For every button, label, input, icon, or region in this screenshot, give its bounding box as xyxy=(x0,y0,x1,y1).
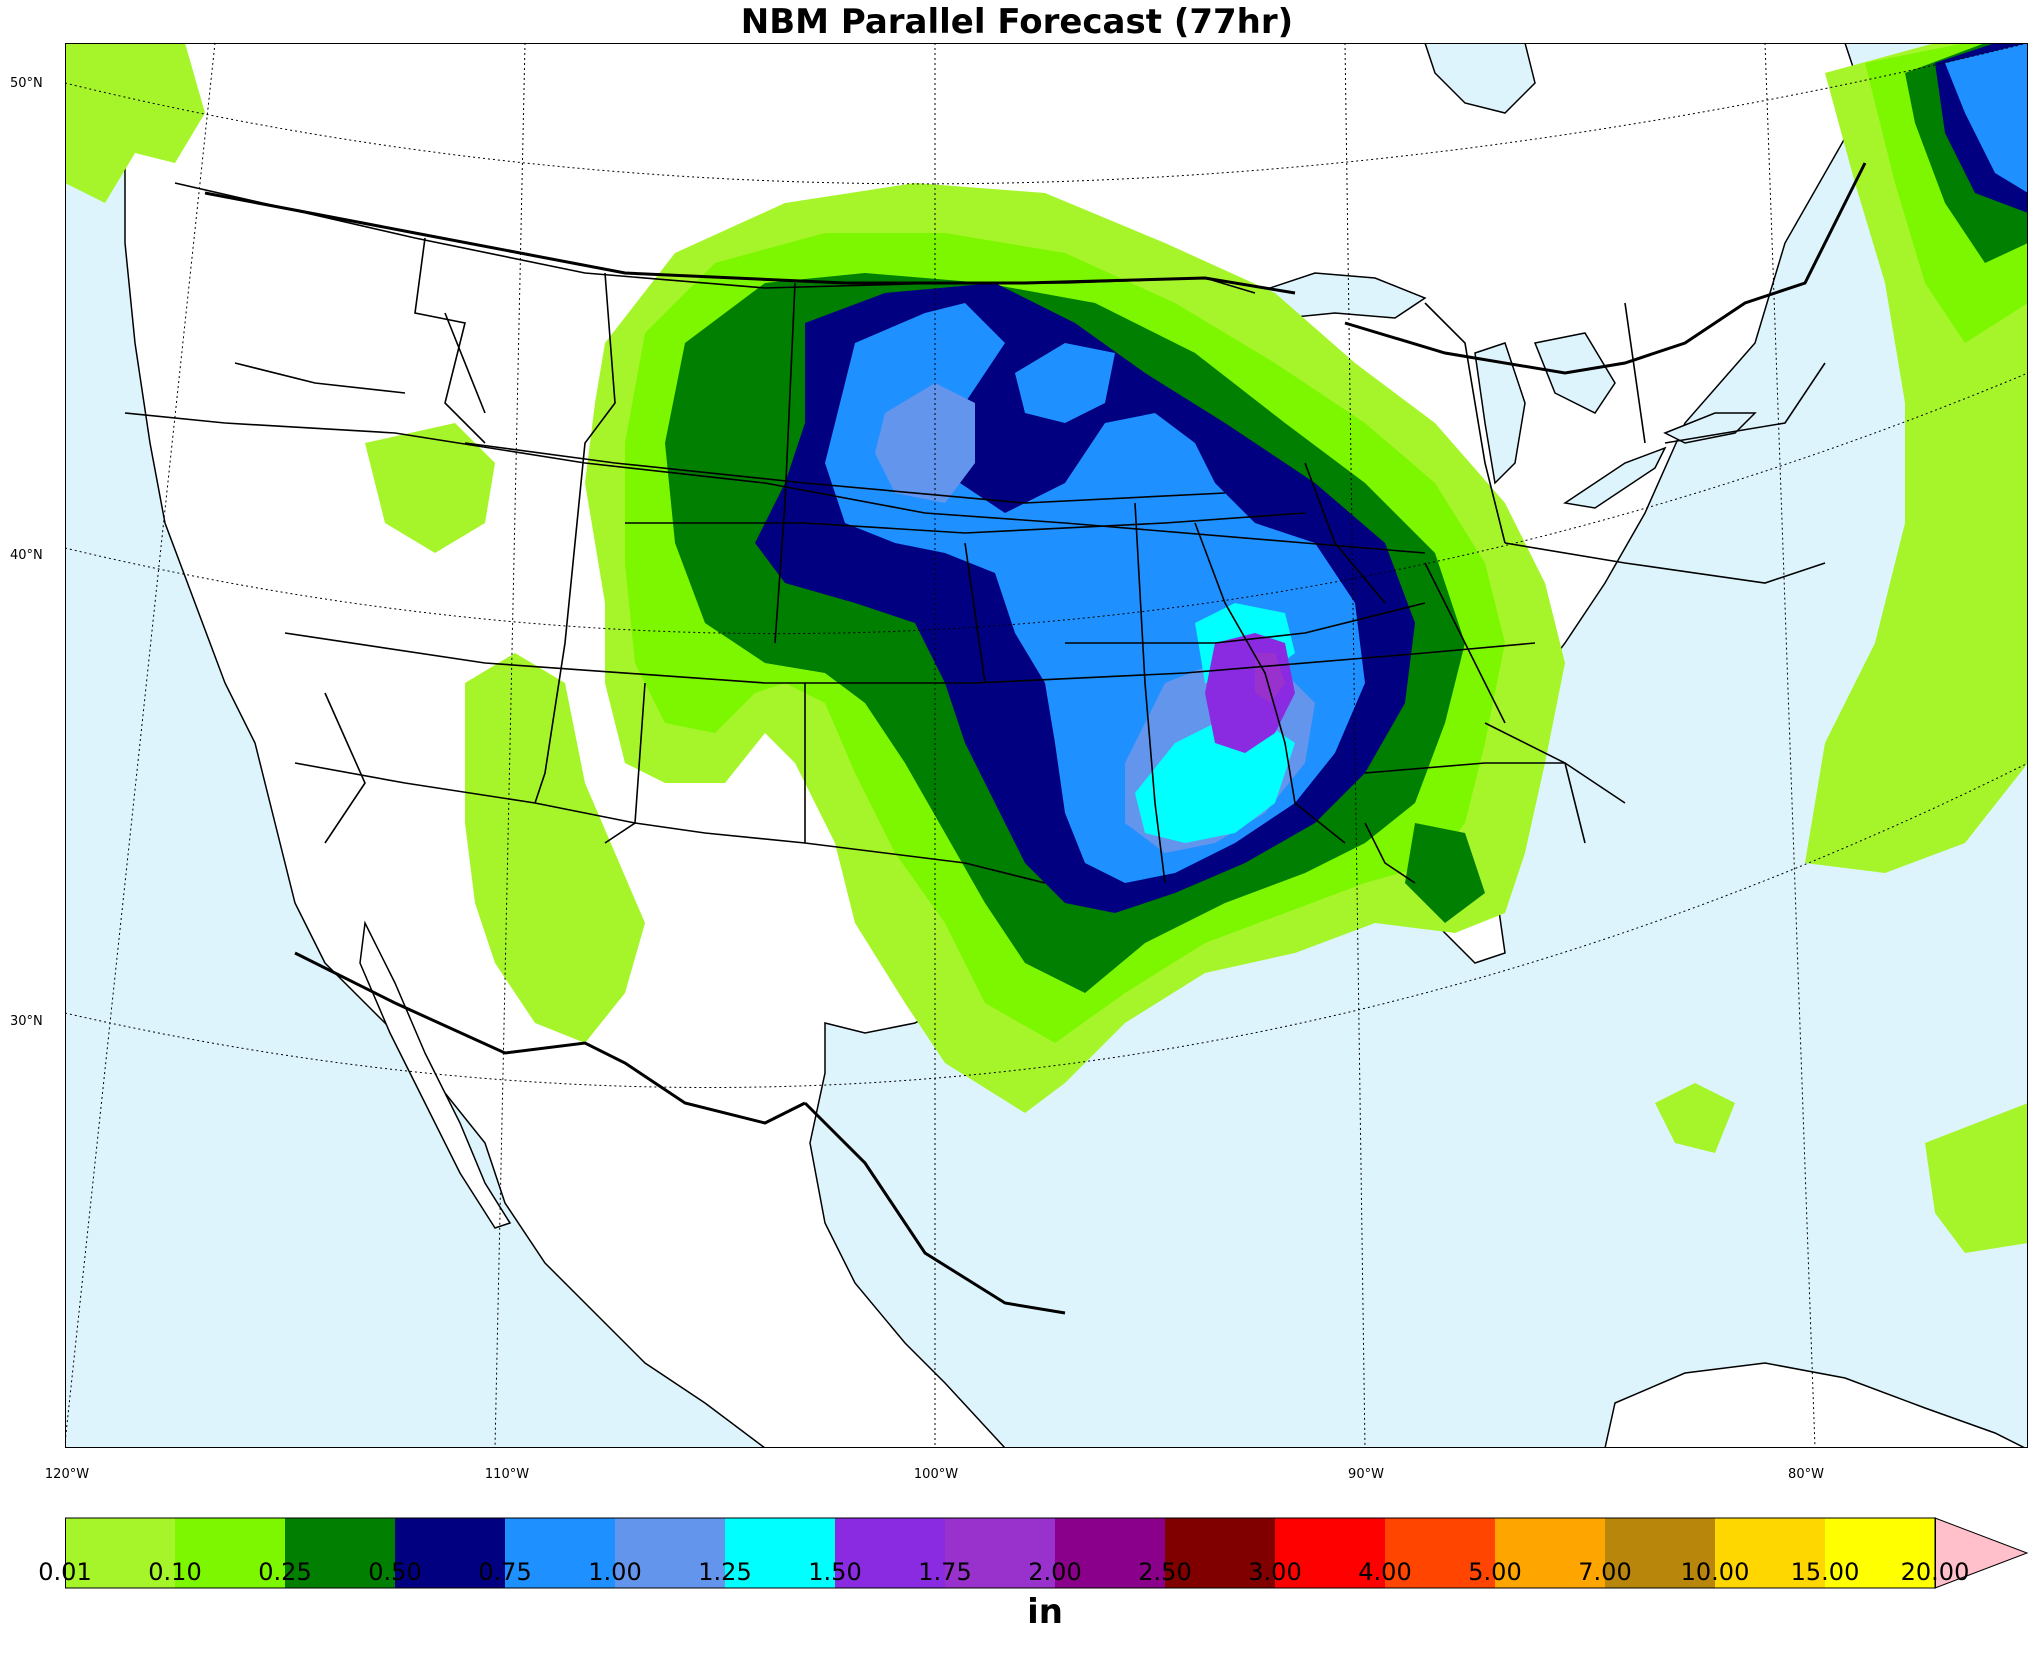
colorbar-tick-label: 7.00 xyxy=(1578,1558,1632,1586)
lake-michigan xyxy=(1474,342,1526,485)
map-frame xyxy=(65,43,2028,1448)
precip-0.01-cuba xyxy=(1925,1103,2028,1253)
colorbar-tick-label: 10.00 xyxy=(1680,1558,1750,1586)
precip-0.75-northeast xyxy=(1945,43,2028,193)
lake-erie xyxy=(1563,446,1667,509)
colorbar-segment xyxy=(505,1518,615,1588)
map-title: NBM Parallel Forecast (77hr) xyxy=(740,2,1294,42)
lon-label-110w: 110°W xyxy=(484,1467,530,1482)
colorbar-segment xyxy=(1715,1518,1825,1588)
state-borders xyxy=(124,182,1826,884)
colorbar-segment xyxy=(1605,1518,1715,1588)
colorbar-tick-label: 0.10 xyxy=(148,1558,202,1586)
colorbar-tick-label: 3.00 xyxy=(1248,1558,1302,1586)
precip-0.75-upper xyxy=(1015,343,1115,423)
lat-label-50n: 50°N xyxy=(10,76,43,91)
colorbar-segment xyxy=(1055,1518,1165,1588)
precip-0.01-west xyxy=(465,653,645,1043)
lon-label-120w: 120°W xyxy=(44,1467,90,1482)
lat-label-40n: 40°N xyxy=(10,548,43,563)
colorbar-tick-label: 20.00 xyxy=(1900,1558,1970,1586)
hudson-bay xyxy=(1424,43,1536,114)
colorbar-tick-label: 15.00 xyxy=(1790,1558,1860,1586)
precip-shading xyxy=(65,43,2028,1253)
colorbar-segment xyxy=(175,1518,285,1588)
colorbar-tick-label: 0.50 xyxy=(368,1558,422,1586)
colorbar-tick-label: 4.00 xyxy=(1358,1558,1412,1586)
colorbar-segment xyxy=(1385,1518,1495,1588)
lon-label-80w: 80°W xyxy=(1788,1467,1824,1482)
colorbar-segment xyxy=(1825,1518,1935,1588)
precipitation-map xyxy=(65,43,2028,1448)
colorbar-units: in xyxy=(1027,1592,1063,1632)
colorbar-segment xyxy=(945,1518,1055,1588)
colorbar-tick-label: 1.25 xyxy=(698,1558,752,1586)
colorbar-tick-label: 1.50 xyxy=(808,1558,862,1586)
lon-label-90w: 90°W xyxy=(1348,1467,1384,1482)
land-cuba xyxy=(1604,1362,2026,1448)
colorbar-segment xyxy=(1495,1518,1605,1588)
colorbar-segment xyxy=(285,1518,395,1588)
colorbar-segment xyxy=(835,1518,945,1588)
country-borders xyxy=(204,162,1867,1315)
precip-0.25-gulf xyxy=(1405,823,1485,923)
precip-0.01-northwest xyxy=(65,43,205,203)
colorbar-tick-label: 2.50 xyxy=(1138,1558,1192,1586)
colorbar-segment xyxy=(65,1518,175,1588)
colorbar-segment xyxy=(1275,1518,1385,1588)
colorbar-segment xyxy=(395,1518,505,1588)
precip-0.01-plateau xyxy=(365,423,495,553)
land-baja xyxy=(359,920,512,1229)
colorbar-tick-label: 0.25 xyxy=(258,1558,312,1586)
precip-1.00-north xyxy=(875,383,975,503)
colorbar-tick-label: 0.01 xyxy=(38,1558,92,1586)
colorbar-segment xyxy=(725,1518,835,1588)
lake-huron xyxy=(1533,332,1616,414)
colorbar xyxy=(65,1517,2029,1589)
graticule xyxy=(65,43,2028,1448)
colorbar-segment xyxy=(1165,1518,1275,1588)
lake-ontario xyxy=(1663,412,1757,444)
precip-1.25 xyxy=(1135,723,1295,843)
colorbar-tick-label: 5.00 xyxy=(1468,1558,1522,1586)
lat-label-30n: 30°N xyxy=(10,1014,43,1029)
colorbar-tick-label: 2.00 xyxy=(1028,1558,1082,1586)
colorbar-frame xyxy=(65,1517,1936,1589)
lon-label-100w: 100°W xyxy=(913,1467,959,1482)
precip-0.01-florida xyxy=(1655,1083,1735,1153)
colorbar-tick-label: 0.75 xyxy=(478,1558,532,1586)
colorbar-tick-label: 1.00 xyxy=(588,1558,642,1586)
colorbar-segment xyxy=(615,1518,725,1588)
colorbar-tick-label: 1.75 xyxy=(918,1558,972,1586)
